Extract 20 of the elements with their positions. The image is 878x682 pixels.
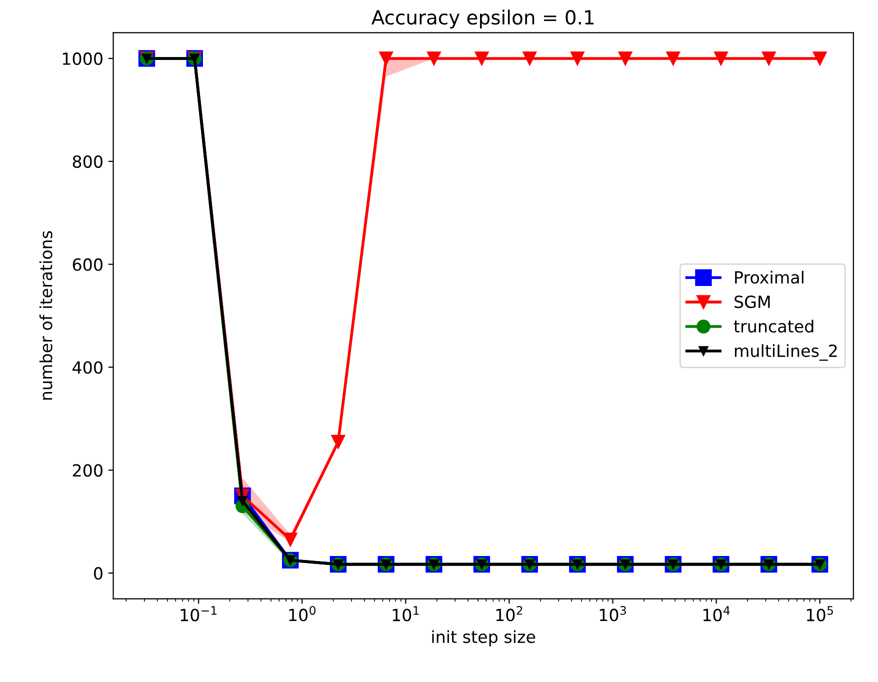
x-tick-label: 10$^{1}$ <box>392 606 419 622</box>
x-tick-label: 10$^{5}$ <box>807 606 833 622</box>
x-tick-label: 10$^{4}$ <box>703 606 730 622</box>
legend-label: Proximal <box>735 270 804 284</box>
legend-label: multiLines_2 <box>734 344 837 361</box>
y-tick-label: 800 <box>72 155 102 168</box>
y-tick-label: 600 <box>72 258 102 271</box>
legend-label: truncated <box>734 320 814 333</box>
x-tick-label: 10$^{2}$ <box>496 606 522 622</box>
y-tick-label: 400 <box>72 361 102 374</box>
y-axis-title: number of iterations <box>39 231 52 400</box>
y-tick-label: 1000 <box>62 52 102 66</box>
y-tick-label: 200 <box>72 464 102 477</box>
y-tick-label: 0 <box>94 567 102 580</box>
chart-title: Accuracy epsilon = 0.1 <box>371 10 594 28</box>
x-tick-label: 10$^{3}$ <box>600 606 626 622</box>
x-axis-title: init step size <box>432 630 536 646</box>
x-tick-label: 10$^{−1}$ <box>180 606 216 622</box>
x-tick-label: 10$^{0}$ <box>289 606 316 622</box>
legend-label: SGM <box>734 296 770 308</box>
